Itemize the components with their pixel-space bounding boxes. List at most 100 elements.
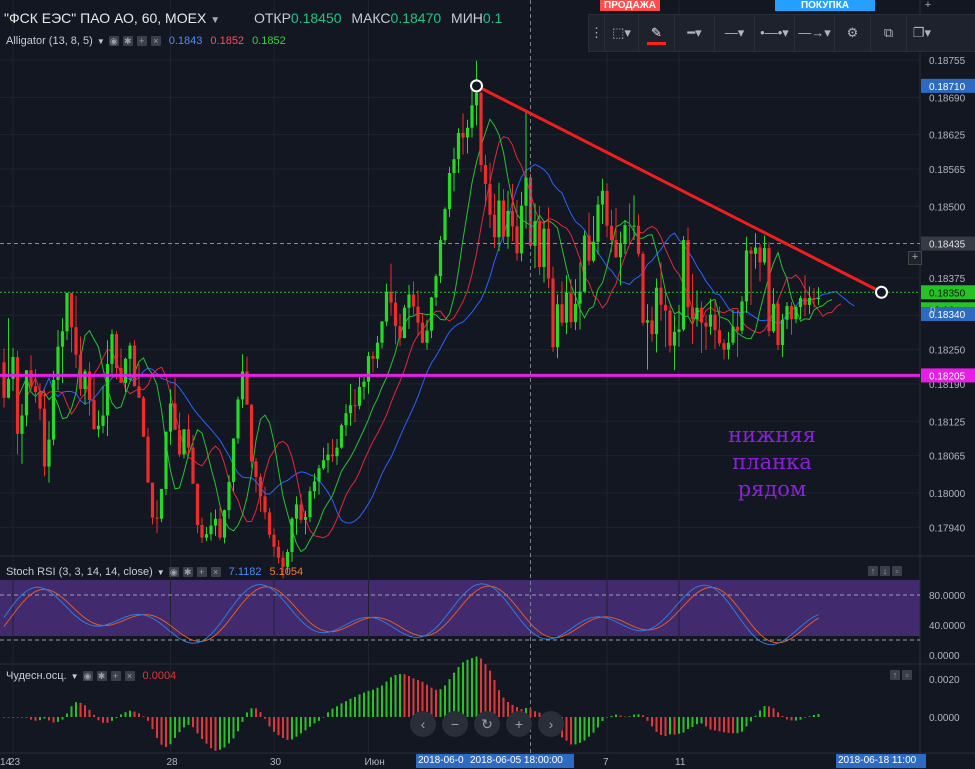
ao-bar-162 (732, 717, 734, 734)
candle-163 (735, 310, 740, 358)
candle-33 (150, 482, 155, 525)
line-dots-icon[interactable]: •—•▾ (755, 14, 795, 52)
add-icon[interactable]: + (136, 36, 147, 46)
ao-bar-25 (115, 717, 118, 719)
drag-handle-icon[interactable]: ⋮ (589, 14, 605, 52)
candle-166 (749, 246, 753, 305)
candle-body (542, 228, 546, 268)
annotation-text[interactable]: нижняя планка рядом (686, 422, 858, 503)
line-style-icon[interactable]: —▾ (715, 14, 755, 52)
chevron-down-icon[interactable]: ▼ (96, 36, 105, 46)
ao-bar-40 (183, 717, 185, 728)
zoom-out-icon[interactable]: − (442, 711, 468, 737)
symbol-dropdown-icon[interactable]: ▼ (210, 15, 221, 26)
add-icon[interactable]: + (110, 671, 121, 681)
candle-body (78, 354, 83, 390)
ao-bar-167 (754, 715, 757, 717)
maximize-icon[interactable]: ▫ (892, 566, 902, 576)
candle-63 (285, 549, 290, 574)
time-right-label: 2018-06-18 11:00 (836, 754, 926, 768)
candle-body (488, 183, 492, 215)
candle-37 (168, 389, 173, 445)
symbol-title[interactable]: "ФСК ЕЭС" ПАО АО, 60, MOEX (4, 10, 207, 26)
candle-149 (672, 315, 677, 371)
gear-icon[interactable]: ✱ (182, 567, 193, 577)
candle-111 (501, 189, 506, 243)
ao-bar-14 (66, 713, 68, 717)
buy-button[interactable]: ПОКУПКА (775, 0, 875, 11)
candle-38 (173, 377, 177, 430)
candle-body (456, 132, 461, 160)
move-up-icon[interactable]: ↑ (868, 566, 878, 576)
ao-bar-146 (660, 717, 662, 735)
move-up-icon[interactable]: ↑ (890, 670, 900, 680)
gear-icon[interactable]: ⚙ (835, 14, 871, 52)
candle-91 (411, 281, 416, 315)
ao-bar-93 (421, 681, 424, 717)
candle-body (245, 371, 249, 405)
zoom-in-icon[interactable]: + (506, 711, 532, 737)
eye-icon[interactable]: ◉ (108, 36, 119, 46)
ao-bar-177 (799, 717, 802, 720)
clone-icon[interactable]: ⧉ (871, 14, 907, 52)
pen-icon[interactable]: ✎ (639, 14, 675, 52)
candle-174 (785, 302, 789, 329)
scroll-right-icon[interactable]: › (538, 711, 564, 737)
close-icon[interactable]: × (210, 567, 221, 577)
gear-icon[interactable]: ✱ (122, 36, 133, 46)
stoch-label[interactable]: Stoch RSI (3, 3, 14, 14, close) (6, 566, 153, 578)
eye-icon[interactable]: ◉ (168, 567, 179, 577)
eye-icon[interactable]: ◉ (82, 671, 93, 681)
gear-icon[interactable]: ✱ (96, 671, 107, 681)
ao-bar-60 (273, 717, 275, 732)
line-arrow-icon[interactable]: —→▾ (795, 14, 835, 52)
ao-bar-47 (214, 717, 217, 751)
candle-body (231, 438, 236, 483)
candle-80 (362, 377, 366, 400)
add-icon[interactable]: + (924, 0, 932, 11)
ao-bar-106 (480, 658, 482, 717)
candle-body (2, 362, 6, 398)
candle-178 (803, 275, 807, 317)
close-icon[interactable]: × (124, 671, 135, 681)
ao-bar-55 (250, 708, 253, 717)
alligator-label[interactable]: Alligator (13, 8, 5) (6, 35, 93, 47)
move-down-icon[interactable]: ↓ (880, 566, 890, 576)
close-icon[interactable]: × (150, 36, 161, 46)
candle-53 (240, 354, 245, 409)
ao-bar-80 (363, 692, 365, 717)
layers-icon[interactable]: ❐▾ (912, 25, 932, 40)
chevron-down-icon[interactable]: ▼ (156, 567, 165, 577)
ao-bar-150 (678, 717, 680, 734)
ao-bar-158 (714, 717, 716, 731)
candle-body (267, 512, 272, 535)
ao-bar-83 (376, 687, 379, 717)
selection-icon[interactable]: ⬚▾ (605, 14, 639, 52)
reset-icon[interactable]: ↻ (474, 711, 500, 737)
pane-controls-ao: ↑ ▫ (890, 670, 912, 680)
candle-body (182, 429, 186, 455)
ao-bar-12 (57, 717, 59, 722)
chevron-down-icon[interactable]: ▼ (70, 671, 79, 681)
candle-87 (393, 291, 398, 345)
candle-47 (213, 509, 218, 536)
candle-85 (384, 283, 389, 327)
maximize-icon[interactable]: ▫ (902, 670, 912, 680)
candle-body (15, 357, 20, 434)
sell-button[interactable]: ПРОДАЖА (600, 0, 660, 11)
line-thick-icon[interactable]: ━▾ (675, 14, 715, 52)
add-icon[interactable]: + (196, 567, 207, 577)
ao-bar-4 (21, 717, 23, 718)
ao-bar-50 (228, 717, 230, 744)
candle-body (717, 330, 722, 344)
add-level-icon[interactable]: + (908, 251, 922, 265)
ao-label[interactable]: Чудесн.осц. (6, 670, 67, 682)
candle-body (510, 210, 515, 227)
candle-body (785, 306, 789, 320)
ao-bar-172 (777, 712, 779, 717)
ao-bar-140 (633, 714, 635, 717)
scroll-left-icon[interactable]: ‹ (410, 711, 436, 737)
candle-body (87, 371, 92, 401)
ao-bar-5 (25, 717, 28, 718)
